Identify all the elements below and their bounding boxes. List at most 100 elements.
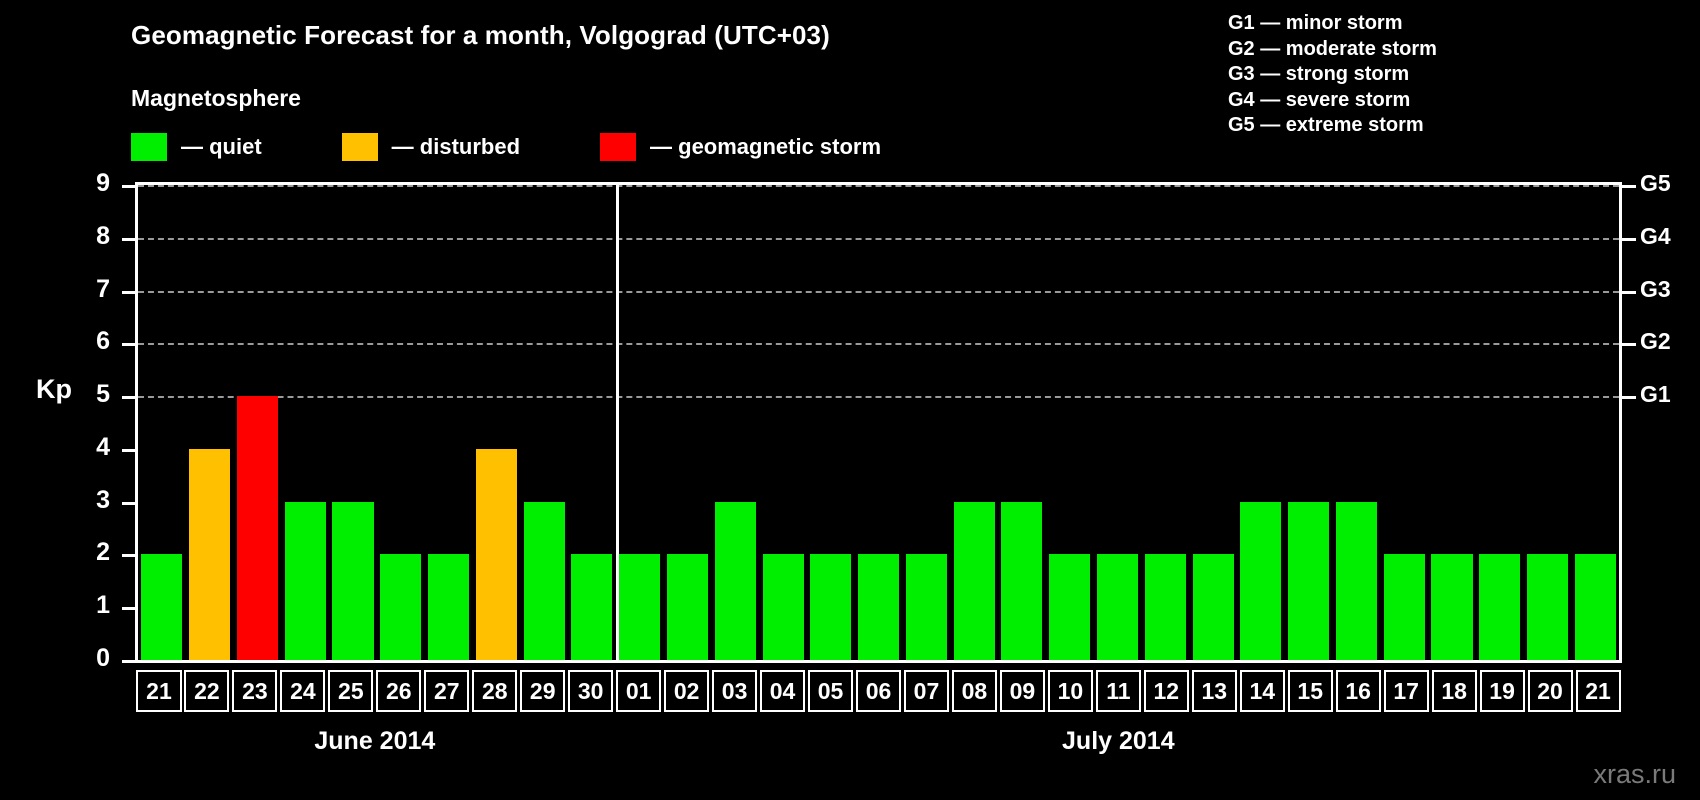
day-cell: 25 — [327, 670, 375, 712]
bar-cell — [711, 185, 759, 660]
bar — [523, 501, 565, 660]
day-cell: 22 — [183, 670, 231, 712]
legend-swatch-disturbed-icon — [341, 133, 378, 161]
bar — [619, 554, 661, 660]
y-tick-label-5: 5 — [96, 380, 110, 409]
day-label: 26 — [376, 670, 422, 712]
y-tick-label-8: 8 — [96, 221, 110, 250]
y-tick-mark-0 — [122, 660, 135, 663]
day-label: 21 — [1575, 670, 1621, 712]
day-cell: 27 — [423, 670, 471, 712]
y-tick-label-7: 7 — [96, 274, 110, 303]
bar — [571, 554, 613, 660]
y-tick-mark-9 — [122, 185, 135, 188]
bar-cell — [1333, 185, 1381, 660]
g-tick-mark-G5 — [1622, 185, 1636, 188]
day-cell: 16 — [1334, 670, 1382, 712]
bar — [666, 554, 709, 660]
storm-scale-key: G1 — minor storm G2 — moderate storm G3 — … — [1228, 11, 1437, 139]
bar-cell — [759, 185, 807, 660]
g-tick-mark-G2 — [1622, 343, 1636, 347]
legend-label-disturbed: — disturbed — [391, 134, 521, 159]
storm-scale-line-1: G1 — minor storm — [1228, 12, 1403, 34]
bar-cell — [1428, 185, 1476, 660]
bar — [1574, 554, 1616, 660]
bar-cell — [1237, 185, 1285, 660]
day-cell: 11 — [1094, 670, 1142, 712]
day-cell: 10 — [1046, 670, 1094, 712]
y-tick-mark-5 — [122, 396, 135, 400]
y-tick-mark-3 — [122, 501, 135, 505]
gridline-kp-5 — [138, 396, 1619, 399]
plot-area — [135, 182, 1622, 663]
bar-cell — [186, 185, 234, 660]
bar — [1240, 501, 1282, 660]
bar — [762, 554, 804, 660]
day-cell: 29 — [519, 670, 567, 712]
bar — [1335, 501, 1377, 660]
y-tick-mark-1 — [122, 607, 135, 611]
bar — [905, 554, 947, 660]
day-cell: 08 — [950, 670, 998, 712]
x-axis-day-labels: 21 22 23 24 25 26 27 28 29 30 01 02 03 04 05 06 07 08 09 10… — [135, 670, 1622, 712]
day-label: 16 — [1335, 670, 1381, 712]
bar — [1096, 554, 1139, 660]
y-tick-label-4: 4 — [96, 432, 110, 461]
day-label: 14 — [1239, 670, 1285, 712]
bar-cell — [1524, 185, 1572, 660]
g-tick-mark-G3 — [1622, 290, 1636, 294]
y-tick-mark-2 — [122, 554, 135, 558]
day-cell: 02 — [663, 670, 711, 712]
g-tick-label-G3: G3 — [1640, 275, 1671, 302]
bar — [1001, 501, 1043, 660]
day-cell: 13 — [1190, 670, 1238, 712]
bar-cell — [1046, 185, 1094, 660]
bar — [1383, 554, 1425, 660]
day-cell: 18 — [1430, 670, 1478, 712]
bar-cell — [1141, 185, 1189, 660]
legend-item-disturbed: — disturbed — [341, 133, 521, 161]
bar-cell — [664, 185, 712, 660]
bar — [1288, 501, 1330, 660]
bar — [1144, 554, 1186, 660]
bar-cell — [234, 185, 282, 660]
day-label: 08 — [951, 670, 997, 712]
watermark: xras.ru — [1593, 759, 1676, 789]
bar — [1192, 554, 1234, 660]
day-cell: 12 — [1142, 670, 1190, 712]
day-label: 01 — [616, 670, 662, 712]
g-tick-mark-G1 — [1622, 396, 1636, 400]
g-tick-label-G5: G5 — [1640, 170, 1671, 196]
day-label: 24 — [280, 670, 326, 712]
day-label: 04 — [760, 670, 806, 712]
day-label: 29 — [520, 670, 566, 712]
bar-cell — [1189, 185, 1237, 660]
day-label: 23 — [232, 670, 278, 712]
day-label: 03 — [712, 670, 758, 712]
day-cell: 03 — [711, 670, 759, 712]
day-cell: 14 — [1238, 670, 1286, 712]
bar — [236, 396, 278, 660]
day-label: 27 — [424, 670, 470, 712]
day-cell: 23 — [231, 670, 279, 712]
day-label: 17 — [1383, 670, 1429, 712]
y-axis-title: Kp — [36, 374, 72, 404]
day-cell: 05 — [807, 670, 855, 712]
bar — [428, 554, 470, 660]
day-label: 28 — [472, 670, 518, 712]
bar-cell — [281, 185, 329, 660]
day-label: 21 — [136, 670, 182, 712]
day-cell: 21 — [1574, 670, 1622, 712]
y-tick-mark-8 — [122, 237, 135, 241]
bar-cell — [855, 185, 903, 660]
y-tick-mark-6 — [122, 343, 135, 347]
day-label: 20 — [1527, 670, 1573, 712]
g-tick-label-G2: G2 — [1640, 328, 1671, 355]
bar-cell — [472, 185, 520, 660]
bar-cell — [568, 185, 616, 660]
month-divider — [615, 185, 619, 660]
day-cell: 19 — [1478, 670, 1526, 712]
day-label: 13 — [1191, 670, 1237, 712]
storm-scale-line-2: G2 — moderate storm — [1228, 37, 1437, 60]
day-label: 18 — [1431, 670, 1477, 712]
